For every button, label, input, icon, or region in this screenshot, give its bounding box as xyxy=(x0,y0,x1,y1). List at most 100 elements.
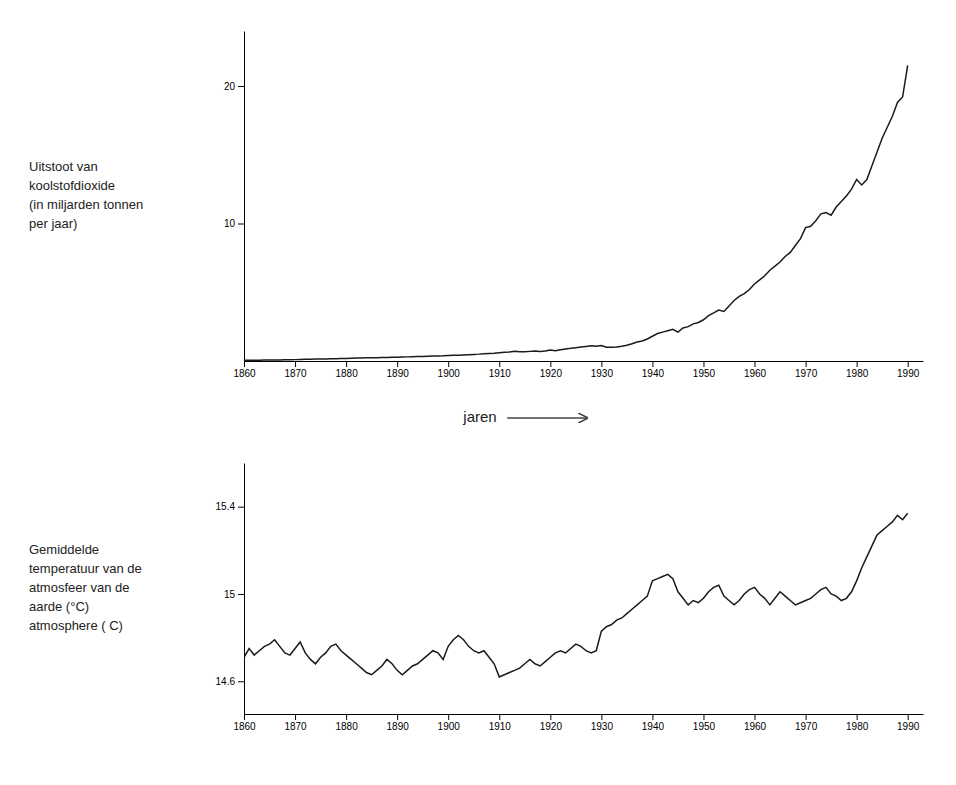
x-tick: 1990 xyxy=(897,714,920,732)
x-tick-label: 1910 xyxy=(489,368,512,379)
x-tick-mark xyxy=(908,361,909,367)
x-tick-label: 1950 xyxy=(693,721,716,732)
x-tick: 1970 xyxy=(795,714,818,732)
x-tick: 1930 xyxy=(591,714,614,732)
x-axis: 1860 1870 1880 1890 1900 1910 1920 1930 1940 1950… xyxy=(233,361,923,379)
y-tick: 14.6 xyxy=(216,676,244,687)
y-tick-mark xyxy=(238,224,244,225)
x-tick-label: 1990 xyxy=(897,721,920,732)
x-tick-mark xyxy=(346,361,347,367)
x-tick-label: 1960 xyxy=(744,721,767,732)
chart-canvas: 1860 1870 1880 1890 1900 1910 1920 1930 1940 1950… xyxy=(0,0,956,785)
arrow xyxy=(507,417,587,418)
x-tick-label: 1870 xyxy=(284,368,307,379)
x-tick: 1870 xyxy=(284,361,307,379)
x-tick: 1910 xyxy=(489,361,512,379)
x-tick-mark xyxy=(244,714,245,720)
x-axis: 1860 1870 1880 1890 1900 1910 1920 1930 1940 1950… xyxy=(233,714,923,732)
x-tick: 1890 xyxy=(387,361,410,379)
x-tick: 1980 xyxy=(846,361,869,379)
chart: 1860 1870 1880 1890 1900 1910 1920 1930 1940 1950… xyxy=(29,32,924,425)
x-tick-mark xyxy=(448,714,449,720)
x-tick-label: 1930 xyxy=(591,368,614,379)
x-tick: 1970 xyxy=(795,361,818,379)
x-tick-mark xyxy=(550,361,551,367)
x-tick-label: 1940 xyxy=(642,721,665,732)
x-tick: 1880 xyxy=(335,361,358,379)
y-tick: 15 xyxy=(224,589,244,600)
x-tick-label: 1980 xyxy=(846,368,869,379)
x-tick: 1900 xyxy=(438,714,461,732)
x-tick-mark xyxy=(397,361,398,367)
y-tick-label: 15.4 xyxy=(216,501,236,512)
x-tick-mark xyxy=(857,714,858,720)
y-tick-label: 15 xyxy=(224,589,236,600)
x-tick-label: 1870 xyxy=(284,721,307,732)
y-axis: 14.6 15 15.4 xyxy=(216,464,245,715)
label-line: atmosfeer van de xyxy=(29,580,129,595)
x-tick-label: 1960 xyxy=(744,368,767,379)
x-tick-mark xyxy=(806,714,807,720)
x-tick: 1910 xyxy=(489,714,512,732)
plot-area xyxy=(244,65,908,360)
x-tick: 1860 xyxy=(233,714,256,732)
x-tick-label: 1980 xyxy=(846,721,869,732)
x-tick: 1880 xyxy=(335,714,358,732)
x-tick: 1990 xyxy=(897,361,920,379)
x-tick-mark xyxy=(652,361,653,367)
x-tick: 1890 xyxy=(387,714,410,732)
x-tick-mark xyxy=(806,361,807,367)
label-line: temperatuur van de xyxy=(29,561,142,576)
y-tick-label: 14.6 xyxy=(216,676,236,687)
y-axis: 10 20 xyxy=(224,32,245,362)
x-tick-label: 1910 xyxy=(489,721,512,732)
y-tick: 10 xyxy=(224,218,244,229)
x-axis-label: jaren xyxy=(462,408,496,425)
y-tick-mark xyxy=(238,86,244,87)
x-tick-mark xyxy=(857,361,858,367)
x-tick-mark xyxy=(755,361,756,367)
x-tick-label: 1930 xyxy=(591,721,614,732)
x-tick: 1860 xyxy=(233,361,256,379)
y-tick-mark xyxy=(238,681,244,682)
x-tick-label: 1950 xyxy=(693,368,716,379)
data-line xyxy=(244,513,908,677)
x-tick-mark xyxy=(346,714,347,720)
label-line: atmosphere ( C) xyxy=(29,618,123,633)
label-line: (in miljarden tonnen xyxy=(29,197,143,212)
x-tick-mark xyxy=(755,714,756,720)
x-tick-label: 1920 xyxy=(540,368,563,379)
x-tick: 1980 xyxy=(846,714,869,732)
x-tick-label: 1880 xyxy=(335,721,358,732)
y-tick-mark xyxy=(238,507,244,508)
x-tick-label: 1920 xyxy=(540,721,563,732)
x-tick-mark xyxy=(397,714,398,720)
x-tick: 1920 xyxy=(540,361,563,379)
x-tick: 1960 xyxy=(744,714,767,732)
x-tick-mark xyxy=(601,714,602,720)
x-tick-mark xyxy=(550,714,551,720)
x-tick-mark xyxy=(908,714,909,720)
x-tick-label: 1900 xyxy=(438,368,461,379)
x-tick: 1900 xyxy=(438,361,461,379)
x-tick: 1960 xyxy=(744,361,767,379)
y-axis-line xyxy=(244,464,245,715)
x-tick: 1870 xyxy=(284,714,307,732)
x-tick: 1940 xyxy=(642,714,665,732)
x-tick-mark xyxy=(703,714,704,720)
x-tick-mark xyxy=(499,714,500,720)
plot-area xyxy=(244,513,908,677)
y-tick-label: 20 xyxy=(224,81,236,92)
x-tick: 1950 xyxy=(693,361,716,379)
label-line: Gemiddelde xyxy=(29,542,99,557)
x-tick: 1950 xyxy=(693,714,716,732)
x-tick-label: 1890 xyxy=(387,721,410,732)
x-tick-mark xyxy=(448,361,449,367)
label-line: per jaar) xyxy=(29,216,77,231)
x-tick-label: 1940 xyxy=(642,368,665,379)
x-tick-label: 1970 xyxy=(795,721,818,732)
x-tick-label: 1900 xyxy=(438,721,461,732)
x-tick-mark xyxy=(601,361,602,367)
y-tick-label: 10 xyxy=(224,218,236,229)
x-tick-label: 1880 xyxy=(335,368,358,379)
